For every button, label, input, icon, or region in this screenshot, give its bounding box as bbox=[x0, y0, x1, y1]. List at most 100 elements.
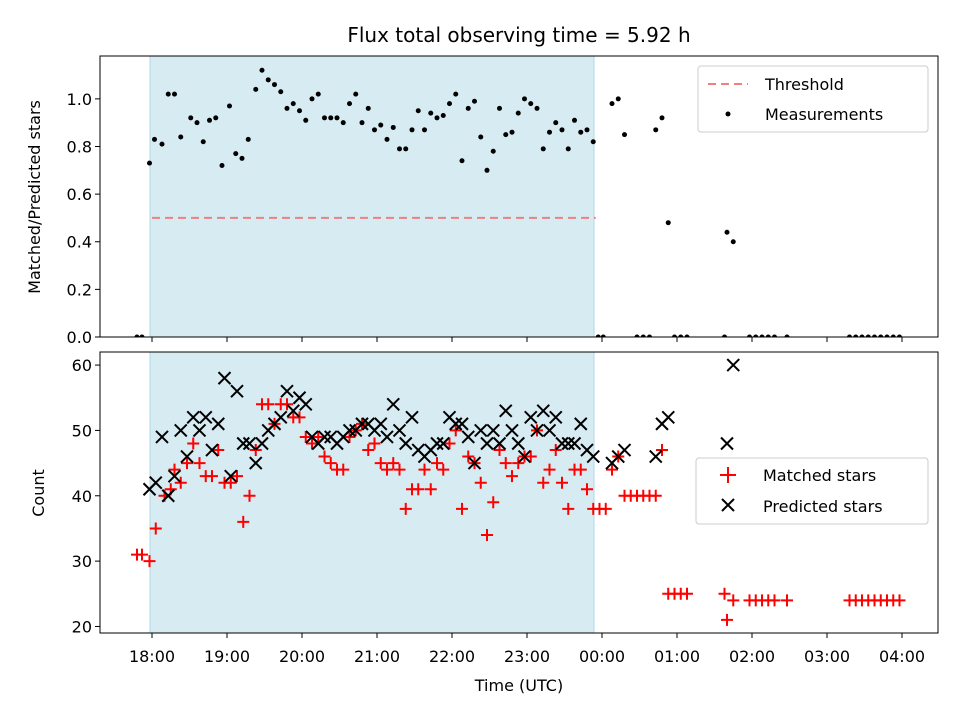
measurement-point bbox=[134, 334, 140, 337]
predicted-star-point bbox=[449, 417, 463, 431]
predicted-star-point bbox=[492, 436, 507, 451]
measurement-point bbox=[353, 91, 359, 97]
measurement-point bbox=[272, 82, 277, 88]
matched-star-point bbox=[718, 587, 731, 600]
measurement-point bbox=[547, 129, 552, 135]
measurement-point bbox=[515, 110, 521, 116]
matched-star-point bbox=[412, 483, 425, 496]
predicted-star-point bbox=[167, 469, 182, 483]
predicted-star-point bbox=[230, 384, 244, 398]
matched-star-point bbox=[381, 463, 393, 476]
measurement-point bbox=[465, 105, 471, 111]
bottom-legend-box bbox=[695, 457, 929, 525]
matched-star-point bbox=[893, 594, 906, 607]
measurement-point bbox=[397, 146, 402, 152]
matched-star-point bbox=[418, 463, 431, 476]
measurement-point bbox=[540, 146, 546, 152]
top-y-tick-label: 0.8 bbox=[67, 137, 92, 156]
predicted-star-point bbox=[486, 423, 500, 438]
predicted-star-point bbox=[342, 423, 357, 438]
measurement-point bbox=[159, 141, 165, 147]
measurement-point bbox=[578, 129, 584, 135]
legend-matched-label: Matched stars bbox=[763, 466, 876, 485]
measurement-point bbox=[730, 239, 736, 245]
matched-star-point bbox=[262, 398, 275, 411]
bottom-y-tick-label: 50 bbox=[72, 421, 92, 440]
measurement-point bbox=[622, 132, 627, 138]
measurement-point bbox=[188, 115, 194, 121]
measurement-point bbox=[847, 334, 852, 337]
matched-star-point bbox=[337, 463, 350, 476]
predicted-star-point bbox=[524, 410, 538, 425]
predicted-star-point bbox=[224, 469, 238, 483]
predicted-star-point bbox=[174, 423, 188, 438]
matched-star-point bbox=[193, 457, 206, 470]
measurement-point bbox=[440, 113, 446, 119]
measurement-point bbox=[878, 334, 884, 337]
matched-star-point bbox=[556, 476, 568, 489]
predicted-star-point bbox=[499, 404, 513, 418]
predicted-star-point bbox=[555, 436, 569, 451]
measurement-point bbox=[239, 155, 245, 161]
measurement-point bbox=[678, 334, 684, 337]
measurement-point bbox=[194, 120, 200, 126]
top-panel: Flux total observing time = 5.92 h 0.00.… bbox=[25, 23, 939, 347]
measurement-point bbox=[522, 96, 527, 102]
bottom-y-axis: 20 30 40 50 60 bbox=[72, 356, 100, 636]
predicted-star-point bbox=[255, 436, 269, 451]
chart-title: Flux total observing time = 5.92 h bbox=[347, 23, 690, 47]
measurement-point bbox=[428, 110, 434, 116]
bottom-y-tick-label: 20 bbox=[72, 617, 92, 636]
measurement-point bbox=[227, 103, 232, 109]
matched-star-point bbox=[512, 457, 525, 470]
matched-star-point bbox=[136, 548, 148, 561]
predicted-star-point bbox=[149, 475, 163, 490]
matched-star-point bbox=[562, 502, 575, 515]
matched-star-point bbox=[206, 470, 218, 483]
measurement-point bbox=[724, 229, 730, 235]
measurement-point bbox=[409, 127, 415, 133]
legend-measurements-swatch bbox=[725, 111, 731, 117]
predicted-star-point bbox=[474, 423, 488, 438]
measurement-point bbox=[415, 108, 421, 114]
measurement-point bbox=[890, 334, 896, 337]
measurement-point bbox=[595, 334, 601, 337]
matched-star-point bbox=[437, 463, 450, 476]
measurement-point bbox=[553, 120, 559, 126]
measurement-point bbox=[219, 163, 225, 169]
bottom-y-tick-label: 60 bbox=[72, 356, 92, 375]
x-tick-label: 04:00 bbox=[879, 647, 925, 666]
measurement-point bbox=[497, 105, 502, 111]
x-tick-label: 02:00 bbox=[729, 647, 775, 666]
measurement-point bbox=[253, 86, 259, 92]
matched-star-point bbox=[312, 430, 325, 443]
predicted-star-point bbox=[299, 397, 313, 411]
measurement-point bbox=[290, 101, 296, 107]
matched-star-point bbox=[462, 450, 475, 463]
measurement-point bbox=[378, 122, 384, 128]
predicted-star-point bbox=[505, 423, 519, 438]
measurement-point bbox=[559, 127, 565, 133]
matched-star-point bbox=[456, 502, 468, 515]
measurement-point bbox=[590, 139, 596, 145]
matched-star-point bbox=[443, 437, 456, 450]
measurement-point bbox=[165, 91, 171, 97]
x-tick-label: 21:00 bbox=[354, 647, 400, 666]
matched-star-point bbox=[343, 430, 356, 443]
matched-star-point bbox=[299, 430, 312, 443]
predicted-star-point bbox=[374, 417, 388, 431]
measurement-point bbox=[615, 96, 621, 102]
predicted-star-point bbox=[661, 410, 675, 425]
predicted-star-point bbox=[155, 430, 169, 444]
top-y-axis: 0.0 0.2 0.4 0.6 0.8 1.0 bbox=[67, 90, 100, 347]
measurement-point bbox=[872, 334, 877, 337]
predicted-star-point bbox=[161, 489, 175, 503]
matched-star-point bbox=[424, 483, 437, 496]
x-tick-label: 22:00 bbox=[429, 647, 475, 666]
predicted-star-point bbox=[180, 449, 194, 464]
matched-star-point bbox=[143, 555, 156, 568]
matched-star-point bbox=[543, 463, 556, 476]
measurement-point bbox=[233, 151, 239, 157]
predicted-star-point bbox=[380, 430, 394, 444]
measurement-point bbox=[853, 334, 859, 337]
